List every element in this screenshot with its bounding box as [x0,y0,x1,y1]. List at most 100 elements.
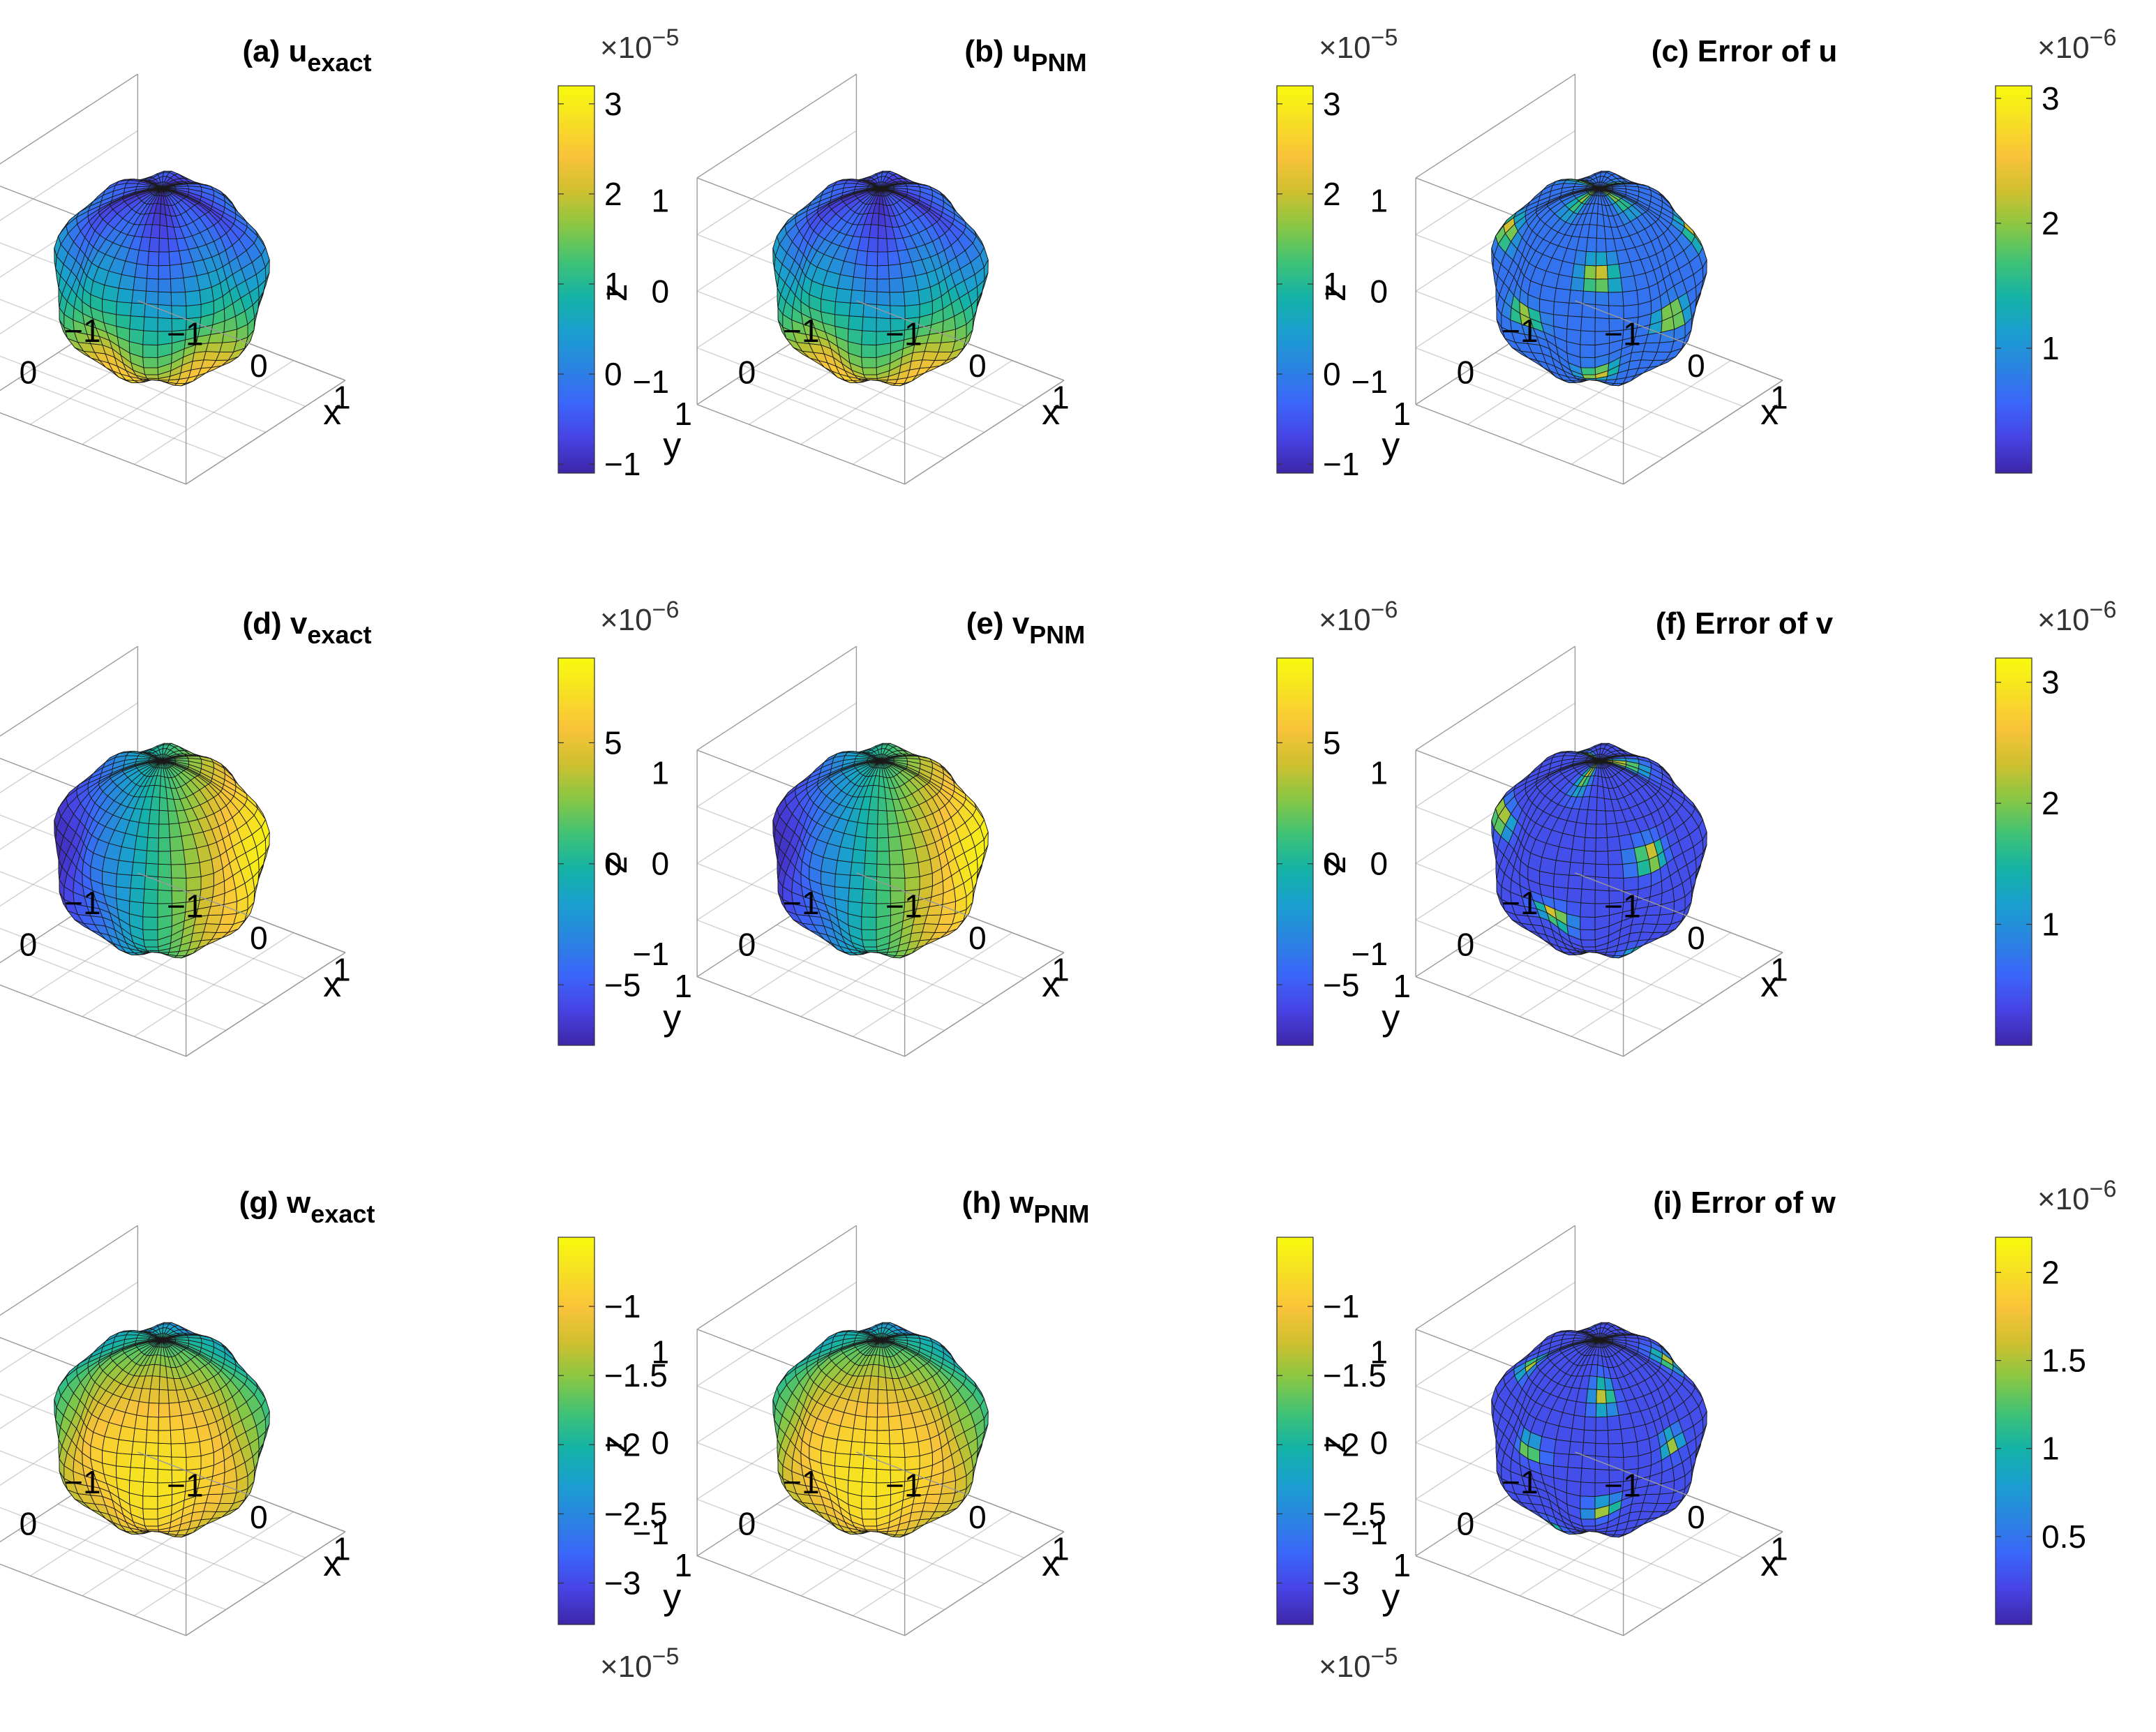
surface-patch [205,342,223,353]
surface-patch [863,290,878,305]
surface-patch [143,888,158,904]
surface-patch [146,850,159,865]
surface-patch [1570,276,1585,292]
surface-patch [1555,274,1573,291]
y-tick-label: −1 [64,313,100,349]
axes-line [0,73,138,165]
colorbar-tick-label: 2 [2042,205,2060,241]
surface-patch [901,275,919,292]
surface-patch [134,835,149,851]
grid-line [736,950,945,1031]
z-tick-label: 0 [652,273,670,309]
x-tick-label: 0 [250,348,268,384]
surface-patch [924,342,942,353]
y-tick-label: 0 [20,354,38,390]
surface-patch [863,374,878,379]
surface-patch [205,914,223,925]
surface-patch [116,288,134,304]
colorbar-exponent: ×10−5 [600,24,679,65]
surface-patch [1582,374,1596,379]
surface-patch [150,224,160,239]
surface-mesh [54,170,270,387]
surface-patch [834,301,851,317]
x-axis-label: x [323,964,341,1005]
panel-title-subscript: exact [307,620,371,649]
colorbar-tick-label: 2 [604,176,622,212]
surface-patch [1605,251,1619,266]
surface-patch [834,288,853,304]
y-tick-label: −1 [1502,313,1538,349]
surface-patch [877,225,888,239]
surface-patch [1553,301,1570,317]
surface-patch [1580,357,1596,368]
surface-patch [143,316,158,332]
surface-patch [861,330,877,345]
surface-patch [147,823,160,839]
surface-patch [129,315,145,331]
surface-patch [904,290,920,306]
z-tick-label: −1 [1352,364,1388,400]
grid-line [17,950,226,1031]
surface-patch [142,330,158,345]
surface-patch [1595,278,1609,293]
surface-patch [142,902,158,918]
surface-patch [136,250,149,266]
surface-patch [855,250,868,266]
x-tick-label: 0 [250,920,268,956]
surface-patch [876,264,890,280]
surface-patch [170,277,186,293]
x-tick-label: −1 [167,888,203,924]
panel-title: (d) vexact [243,606,372,649]
panel-title-main: (a) u [243,34,308,68]
surface-patch [876,251,889,267]
panel-title-main: (e) v [966,606,1030,641]
y-axis-label: y [663,425,681,465]
colorbar-exponent-base: ×10 [2037,31,2090,65]
y-axis-label: y [1382,425,1400,465]
surface-patch [158,809,170,825]
colorbar-exponent-power: −5 [1371,24,1398,51]
colorbar-tick-label: −1 [1323,446,1359,482]
grid-line [57,352,267,433]
z-tick-label: 1 [652,182,670,218]
surface-patch [1567,302,1583,318]
surface-patch [144,863,159,877]
surface-patch [183,275,200,292]
surface-patch [185,290,202,306]
axes-line [0,412,186,485]
surface-patch [834,314,850,329]
grid-line [736,378,945,459]
surface-patch [1595,251,1608,267]
surface-patch [1608,292,1624,306]
surface-patch [853,263,867,279]
grid-line [17,378,226,459]
surface-patch [862,316,877,332]
y-tick-label: 0 [1457,354,1475,390]
panel-title-subscript: PNM [1031,48,1087,77]
panel-title-subscript: exact [307,48,371,77]
surface-patch [118,274,135,291]
surface-patch [128,328,144,345]
axes-line [696,645,857,751]
colorbar-tick-label: 2 [1323,176,1341,212]
x-tick-label: −1 [1604,315,1640,352]
colorbar-exponent-base: ×10 [600,31,652,65]
colorbar-exponent: ×10−5 [1319,24,1398,65]
x-tick-label: −1 [885,315,922,352]
surface-patch [158,823,170,839]
surface-patch [1596,237,1607,253]
surface-patch [158,264,171,280]
x-tick-label: 0 [1687,348,1705,384]
surface-patch [142,357,158,368]
surface-patch [150,796,160,811]
colorbar-exponent: ×10−6 [600,597,679,637]
surface-patch [142,929,158,941]
colorbar-exponent-power: −5 [652,24,680,51]
surface-patch [116,873,133,889]
grid-line [0,355,186,428]
z-tick-label: −1 [633,364,669,400]
axes-line [0,645,138,737]
surface-patch [1596,213,1605,227]
